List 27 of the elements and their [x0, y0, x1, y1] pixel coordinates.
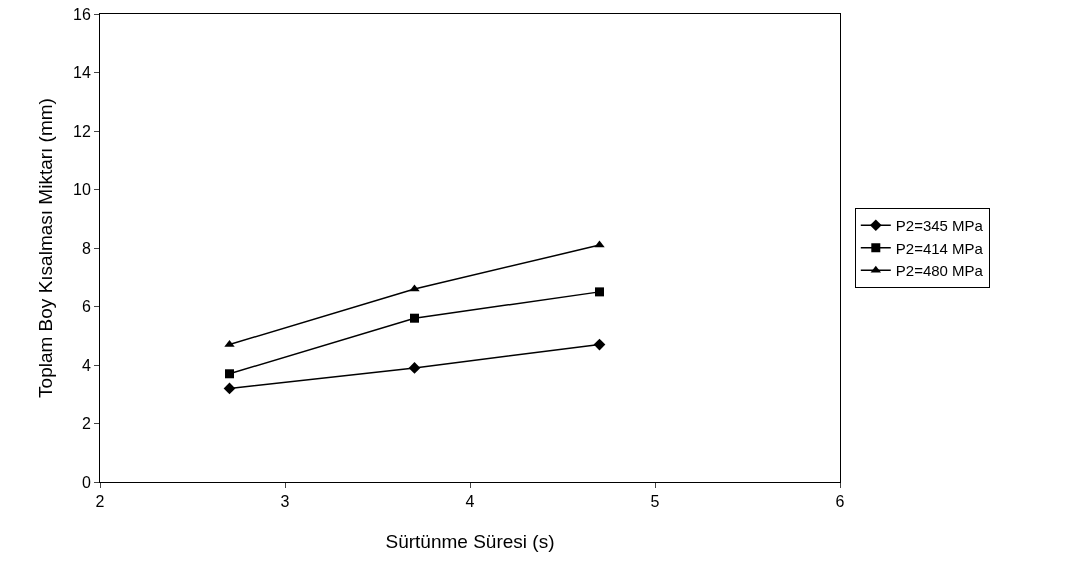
x-tick-label: 4	[465, 493, 475, 511]
y-tick-label: 10	[73, 181, 91, 199]
x-tick-label: 3	[280, 493, 290, 511]
point	[593, 338, 606, 351]
y-tick-label: 4	[81, 356, 91, 374]
legend-label: P2=480 MPa	[895, 262, 984, 280]
x-axis-title: Sürtünme Süresi (s)	[385, 531, 555, 552]
point	[223, 382, 236, 395]
legend-label: P2=345 MPa	[895, 217, 984, 235]
point	[225, 369, 234, 379]
y-tick-label: 14	[73, 64, 91, 82]
point	[409, 284, 420, 292]
y-tick-label: 0	[81, 473, 91, 491]
point	[594, 240, 605, 248]
x-tick-label: 6	[835, 493, 845, 511]
y-axis-title: Toplam Boy Kısalması Miktarı (mm)	[35, 98, 56, 398]
x-tick-label: 2	[95, 493, 105, 511]
point	[410, 313, 419, 323]
x-tick-label: 5	[650, 493, 660, 511]
y-tick-label: 2	[81, 415, 91, 433]
y-tick-label: 6	[81, 298, 91, 316]
y-tick-label: 12	[73, 122, 91, 140]
legend-label: P2=414 MPa	[895, 239, 984, 257]
point	[595, 287, 604, 297]
y-tick-label: 8	[81, 239, 91, 257]
point	[408, 362, 421, 374]
y-tick-label: 16	[73, 5, 91, 23]
